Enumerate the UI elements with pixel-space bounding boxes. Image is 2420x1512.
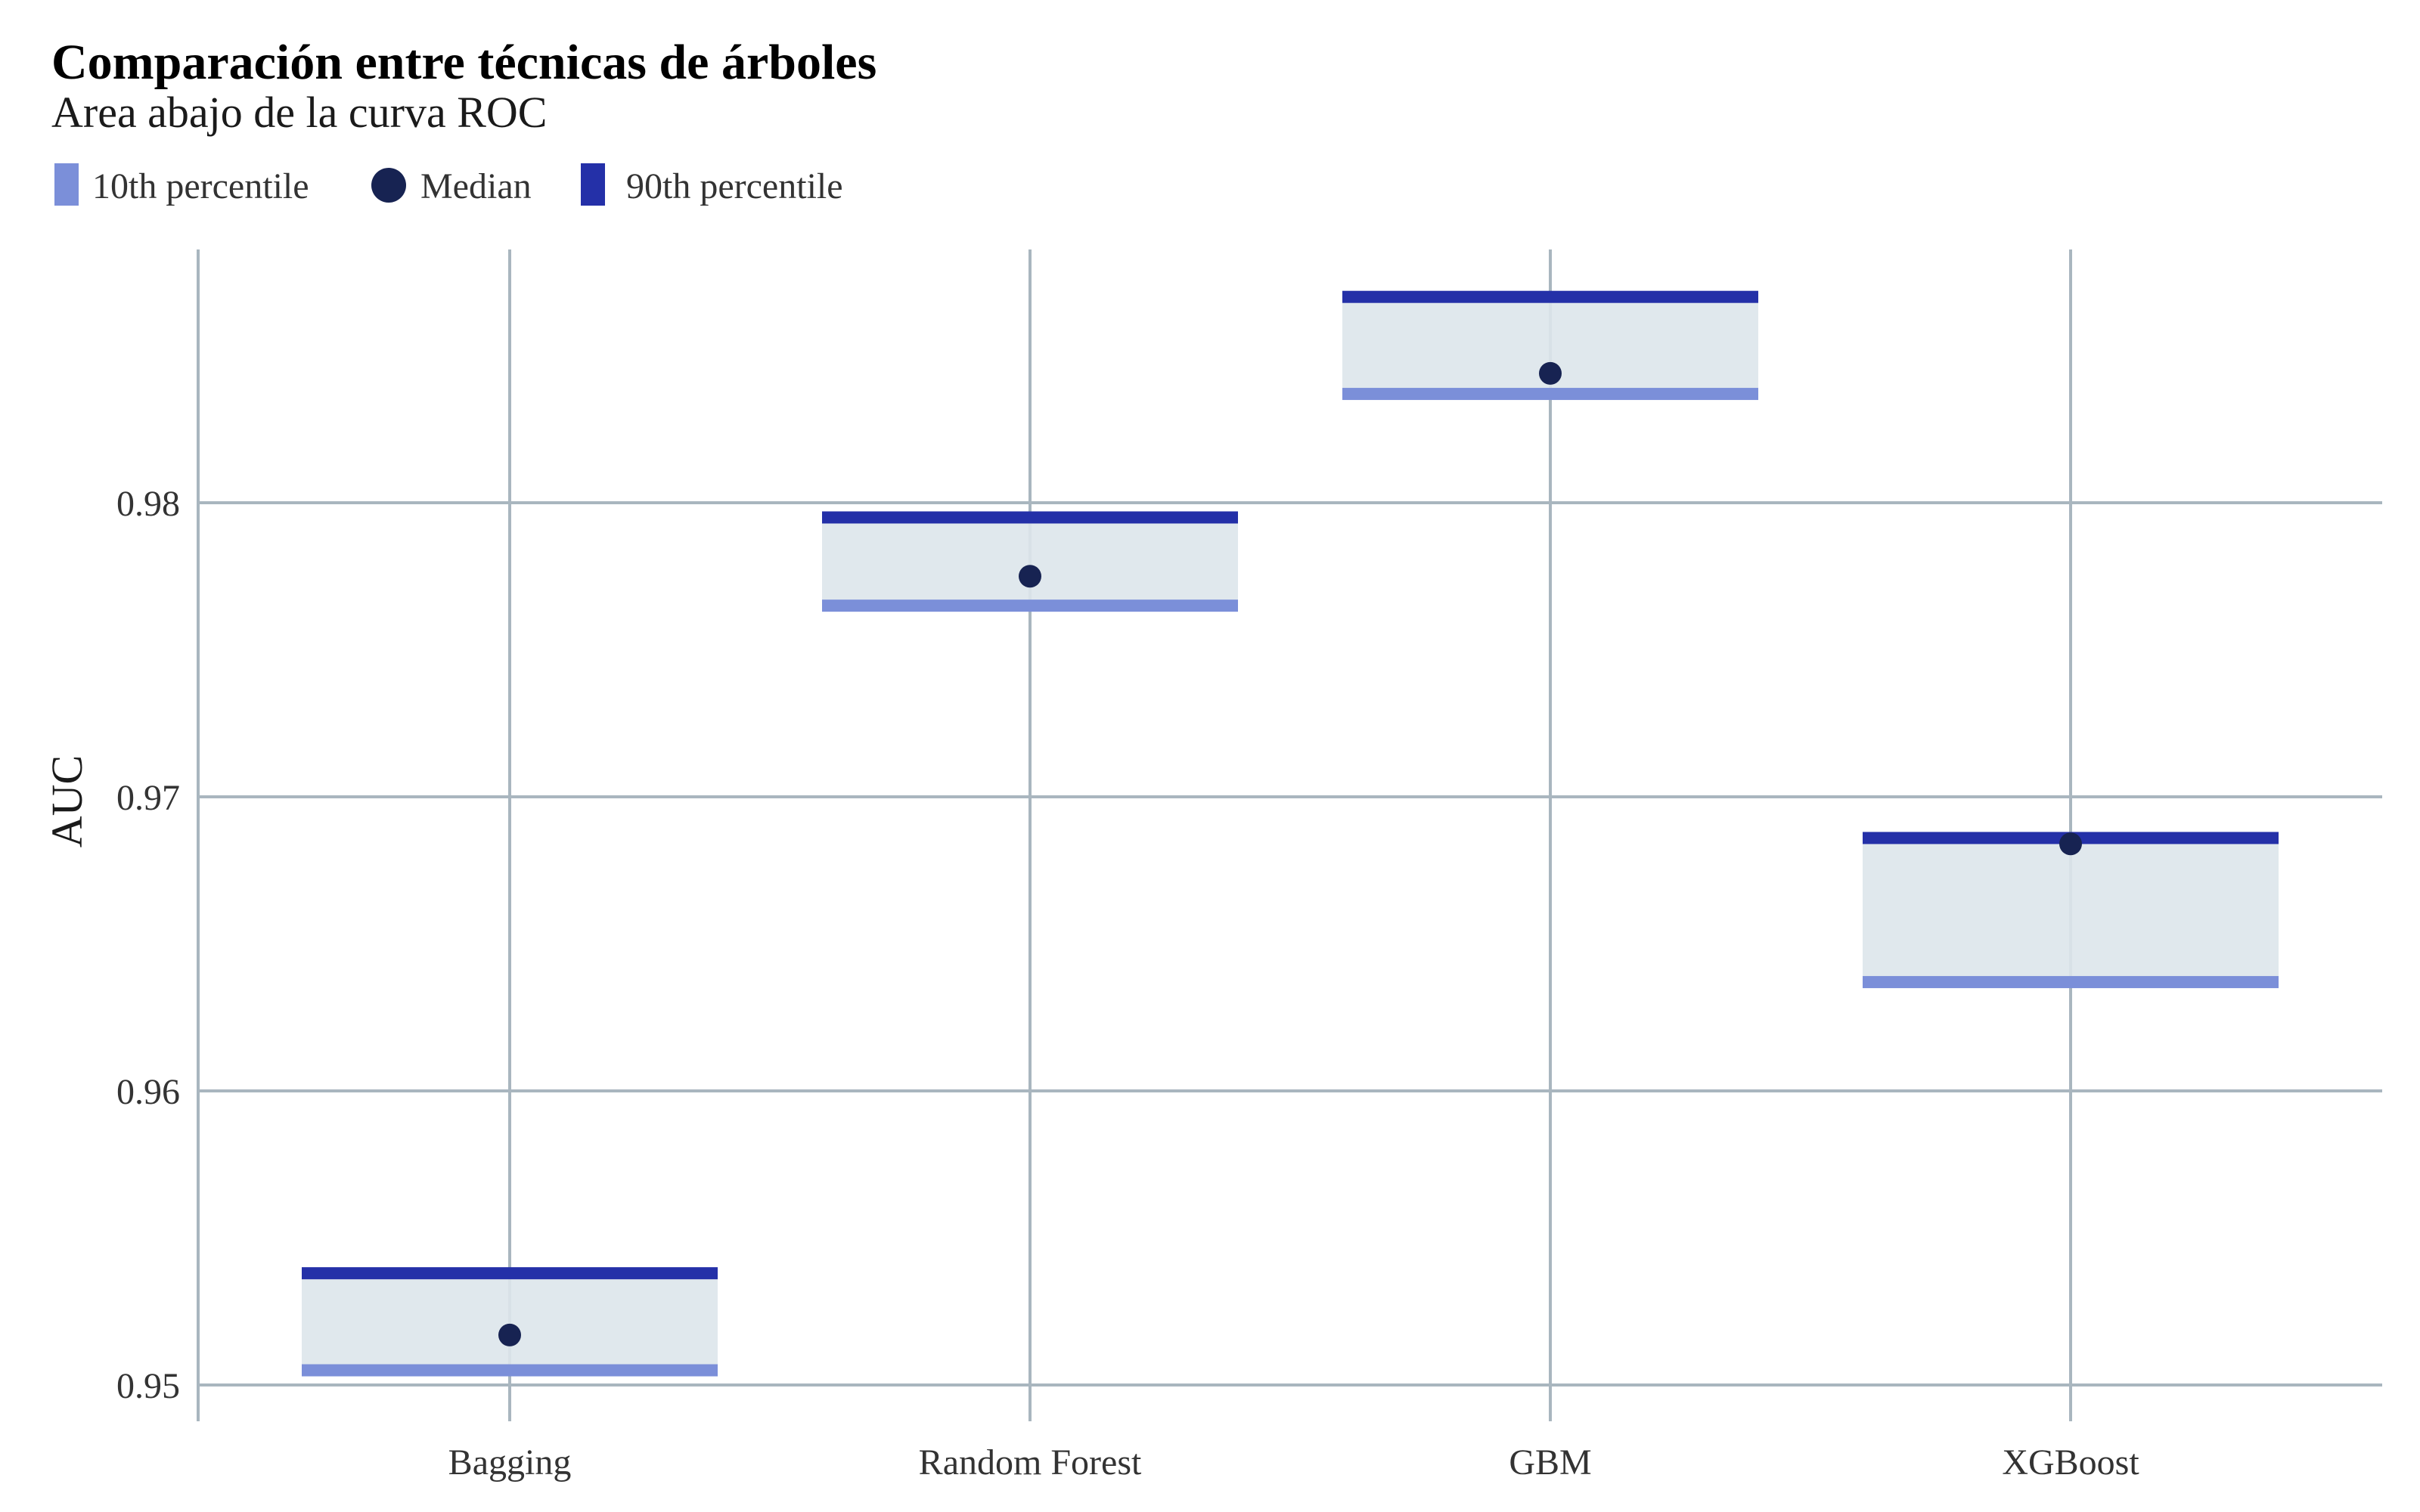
p10-bar	[822, 600, 1238, 612]
y-axis-title: AUC	[42, 755, 92, 847]
p10-bar	[1342, 388, 1758, 401]
range-box	[302, 1273, 718, 1371]
legend-swatch-p10	[54, 163, 79, 206]
median-point	[1019, 565, 1041, 588]
range-box	[822, 517, 1238, 606]
y-tick-label: 0.96	[116, 1072, 180, 1112]
p10-bar	[1863, 976, 2279, 989]
x-axis-ticks: Bagging Random Forest GBM XGBoost	[448, 1442, 2140, 1483]
p10-bar	[302, 1364, 718, 1377]
legend: 10th percentile Median 90th percentile	[54, 163, 843, 206]
chart-title: Comparación entre técnicas de árboles	[51, 35, 876, 90]
range-box	[1863, 838, 2279, 983]
legend-swatch-p90	[581, 163, 605, 206]
y-tick-label: 0.98	[116, 484, 180, 524]
legend-swatch-median	[371, 168, 406, 203]
x-tick-label: XGBoost	[2002, 1442, 2139, 1483]
chart-subtitle: Area abajo de la curva ROC	[51, 88, 547, 137]
legend-label-median: Median	[420, 166, 532, 206]
median-point	[1539, 361, 1562, 385]
legend-label-p10: 10th percentile	[92, 166, 309, 206]
p90-bar	[1342, 290, 1758, 303]
median-point	[2059, 832, 2082, 856]
y-tick-label: 0.95	[116, 1366, 180, 1406]
x-tick-label: Bagging	[448, 1442, 572, 1483]
median-point	[498, 1323, 521, 1346]
p90-bar	[822, 511, 1238, 524]
y-axis-ticks: 0.95 0.96 0.97 0.98	[116, 484, 180, 1406]
x-tick-label: GBM	[1509, 1442, 1591, 1483]
chart-marks	[302, 290, 2279, 1377]
legend-label-p90: 90th percentile	[626, 166, 843, 206]
y-tick-label: 0.97	[116, 778, 180, 818]
x-tick-label: Random Forest	[919, 1442, 1142, 1483]
p90-bar	[302, 1267, 718, 1280]
